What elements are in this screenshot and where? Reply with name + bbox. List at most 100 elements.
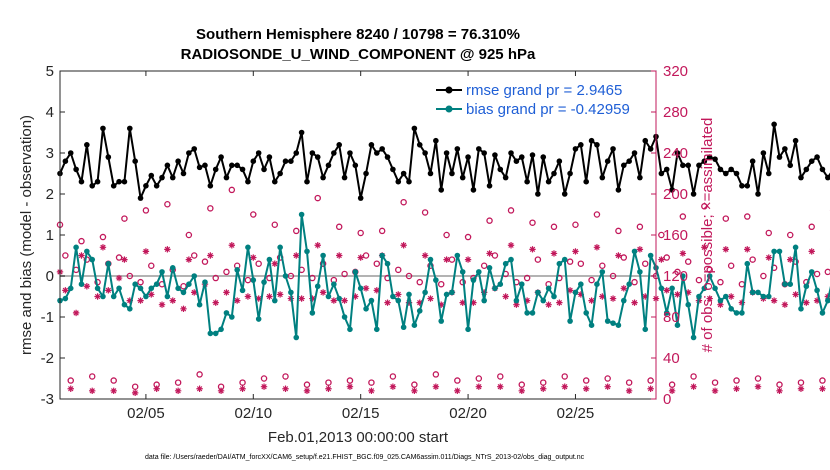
rmse-point — [148, 172, 155, 179]
obs-assimilated-point — [223, 289, 230, 296]
obs-assimilated-point — [303, 387, 311, 394]
bias-point — [529, 310, 536, 316]
obs-possible-point — [378, 227, 386, 235]
obs-assimilated-point — [556, 299, 563, 306]
rmse-point — [803, 166, 810, 173]
bias-point — [212, 330, 219, 337]
rmse-point — [261, 166, 267, 173]
obs-possible-point — [754, 375, 762, 382]
obs-possible-point — [228, 186, 236, 194]
rmse-point — [277, 170, 283, 177]
obs-possible-point — [518, 381, 526, 388]
rmse-point — [325, 162, 332, 169]
bias-point — [454, 252, 461, 259]
bias-point — [175, 285, 181, 292]
y-right-tick-label: 280 — [663, 104, 688, 121]
rmse-point — [105, 154, 112, 160]
rmse-point — [540, 154, 547, 160]
rmse-point — [100, 125, 106, 132]
obs-possible-point — [99, 233, 107, 241]
rmse-point — [690, 191, 697, 197]
rmse-point — [459, 174, 466, 181]
legend: rmse grand pr = 2.9465 bias grand pr = -… — [436, 82, 630, 118]
bias-point — [384, 260, 391, 267]
bias-point — [105, 260, 112, 267]
obs-assimilated-point — [78, 252, 85, 259]
obs-possible-point — [582, 377, 590, 384]
bias-point — [631, 248, 638, 255]
obs-possible-point — [110, 377, 117, 384]
obs-possible-point — [368, 379, 375, 386]
rmse-point — [298, 129, 305, 136]
rmse-point — [229, 162, 235, 169]
obs-assimilated-point — [191, 289, 198, 296]
obs-possible-point — [706, 266, 713, 274]
rmse-point — [663, 166, 670, 173]
obs-possible-point — [126, 272, 134, 280]
obs-assimilated-point — [411, 387, 418, 394]
obs-assimilated-point — [690, 383, 697, 390]
obs-assimilated-point — [593, 244, 601, 251]
obs-assimilated-point — [663, 287, 670, 294]
rmse-point — [513, 158, 520, 164]
y-left-tick-label: -1 — [41, 309, 54, 326]
rmse-point — [594, 142, 600, 148]
obs-possible-point — [507, 207, 515, 214]
rmse-point — [492, 152, 498, 158]
rmse-point — [336, 142, 343, 148]
bias-point — [776, 248, 783, 255]
bias-point — [78, 281, 85, 288]
rmse-point — [159, 174, 165, 181]
rmse-point — [647, 146, 654, 152]
bias-point — [808, 269, 815, 275]
obs-possible-point — [137, 278, 144, 286]
obs-assimilated-point — [454, 387, 461, 394]
obs-assimilated-point — [131, 389, 139, 397]
bias-point — [540, 297, 547, 304]
bias-point — [277, 244, 283, 251]
obs-assimilated-point — [239, 385, 246, 392]
obs-possible-point — [711, 379, 719, 386]
bias-point — [513, 297, 520, 304]
bias-point — [433, 277, 439, 283]
bias-point — [416, 308, 423, 314]
obs-possible-point — [421, 209, 429, 216]
rmse-point — [561, 191, 568, 197]
obs-possible-point — [604, 375, 611, 382]
obs-assimilated-point — [668, 387, 676, 394]
obs-assimilated-point — [260, 383, 268, 390]
rmse-point — [782, 146, 788, 152]
rmse-point — [416, 142, 423, 148]
obs-possible-point — [475, 375, 483, 382]
rmse-point — [94, 178, 101, 185]
rmse-point — [400, 170, 407, 177]
y-right-tick-label: 120 — [663, 268, 688, 285]
obs-assimilated-point — [330, 297, 338, 304]
obs-possible-point — [78, 237, 85, 245]
y-right-tick-label: 240 — [663, 145, 688, 162]
rmse-point — [615, 187, 622, 193]
obs-possible-point — [454, 377, 461, 384]
rmse-point — [223, 174, 230, 181]
y-right-tick-label: 40 — [663, 350, 680, 367]
obs-possible-point — [684, 258, 692, 265]
rmse-point — [153, 183, 160, 189]
obs-assimilated-point — [480, 289, 488, 296]
bias-point — [137, 285, 144, 292]
rmse-point — [363, 170, 369, 177]
obs-possible-point — [529, 219, 536, 226]
bias-point — [293, 334, 300, 341]
bias-point — [556, 260, 563, 267]
rmse-point — [658, 170, 665, 177]
bias-point — [749, 289, 756, 296]
obs-possible-point — [695, 276, 703, 284]
x-tick-label: 02/20 — [449, 405, 487, 422]
bias-point — [771, 248, 777, 255]
obs-possible-point — [180, 282, 187, 290]
obs-possible-point — [727, 262, 735, 269]
plot-area — [60, 71, 656, 399]
obs-possible-point — [631, 278, 638, 286]
obs-assimilated-point — [770, 297, 778, 304]
rmse-point — [406, 178, 412, 185]
y-left-tick-label: 2 — [46, 186, 54, 203]
